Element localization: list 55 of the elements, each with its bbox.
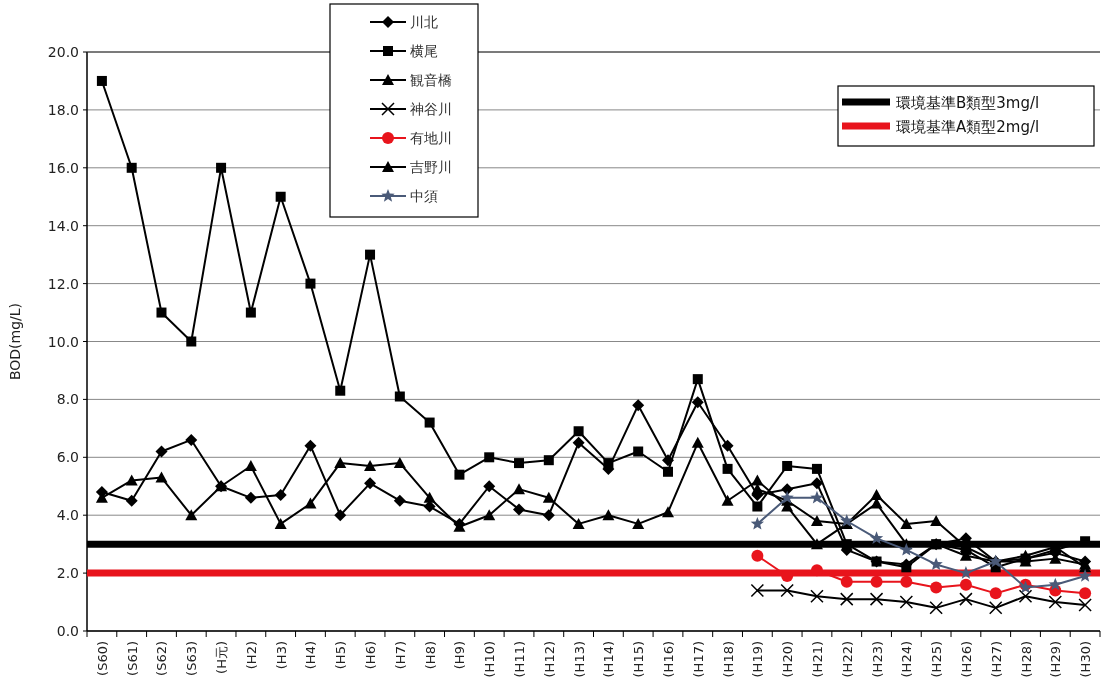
y-axis-title: BOD(mg/L): [7, 302, 23, 381]
x-tick-label: (S63): [184, 641, 200, 676]
x-tick-label: (S60): [94, 641, 110, 676]
x-tick-label: (H28): [1018, 641, 1034, 678]
legend-label: 神谷川: [410, 101, 452, 117]
y-tick-label: 16.0: [47, 159, 79, 176]
y-tick-label: 2.0: [56, 565, 79, 582]
y-tick-label: 4.0: [56, 507, 79, 524]
y-tick-label: 12.0: [47, 275, 79, 292]
x-tick-label: (H19): [750, 641, 766, 678]
x-tick-label: (H26): [958, 641, 974, 678]
x-tick-label: (H10): [482, 641, 498, 678]
x-tick-label: (H7): [392, 641, 408, 670]
y-tick-label: 18.0: [47, 101, 79, 118]
x-tick-label: (H5): [333, 641, 349, 670]
x-tick-label: (H8): [422, 641, 438, 670]
x-tick-label: (H15): [631, 641, 647, 678]
x-tick-label: (H6): [363, 641, 379, 670]
legend-label: 中須: [410, 188, 438, 204]
x-tick-label: (S61): [124, 641, 140, 676]
x-tick-label: (H2): [243, 641, 259, 670]
legend-label: 環境基準A類型2mg/l: [896, 118, 1040, 136]
x-tick-label: (H18): [720, 641, 736, 678]
legend-label: 環境基準B類型3mg/l: [896, 94, 1040, 112]
x-tick-label: (S62): [154, 641, 170, 676]
x-tick-label: (H23): [869, 641, 885, 678]
x-tick-label: (H元): [214, 641, 230, 674]
x-tick-label: (H4): [303, 641, 319, 670]
legend-label: 川北: [410, 14, 438, 30]
x-tick-label: (H12): [541, 641, 557, 678]
x-tick-label: (H22): [839, 641, 855, 678]
x-tick-label: (H13): [571, 641, 587, 678]
y-tick-label: 0.0: [56, 623, 79, 639]
x-tick-label: (H29): [1048, 641, 1064, 678]
legend-label: 横尾: [410, 43, 438, 59]
y-tick-label: 6.0: [56, 449, 79, 466]
x-tick-label: (H30): [1078, 641, 1094, 678]
x-tick-label: (H17): [690, 641, 706, 678]
x-tick-label: (H24): [899, 641, 915, 678]
legend-label: 有地川: [410, 130, 452, 146]
x-tick-label: (H3): [273, 641, 289, 670]
y-tick-label: 8.0: [56, 391, 79, 408]
x-tick-label: (H20): [780, 641, 796, 678]
y-tick-label: 20.0: [47, 44, 79, 60]
x-tick-label: (H21): [809, 641, 825, 678]
legend-label: 観音橋: [410, 72, 452, 88]
x-tick-label: (H27): [988, 641, 1004, 678]
y-tick-label: 14.0: [47, 217, 79, 234]
x-tick-label: (H11): [512, 641, 528, 678]
x-tick-label: (H16): [660, 641, 676, 678]
y-tick-label: 10.0: [47, 333, 79, 350]
x-tick-label: (H25): [929, 641, 945, 678]
x-tick-label: (H9): [452, 641, 468, 670]
x-tick-label: (H14): [601, 641, 617, 678]
legend-label: 吉野川: [410, 159, 452, 175]
